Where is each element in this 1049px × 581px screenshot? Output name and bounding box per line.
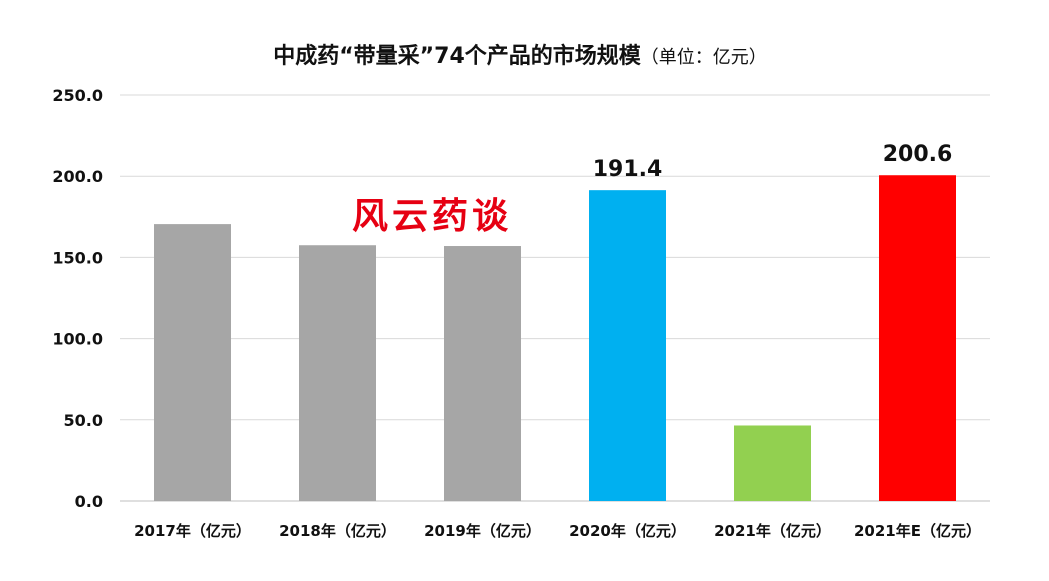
gridlines	[120, 94, 990, 502]
data-labels: 191.4 200.6	[593, 142, 953, 182]
y-tick-label: 250.0	[52, 86, 103, 105]
bar	[879, 175, 956, 502]
y-tick-label: 100.0	[52, 330, 103, 349]
bar	[299, 245, 376, 501]
chart-title: 中成药“带量采”74个产品的市场规模（单位：亿元）	[273, 43, 767, 69]
x-tick-label: 2020年（亿元）	[569, 522, 686, 540]
y-tick-label: 200.0	[52, 167, 103, 186]
x-tick-label: 2021年（亿元）	[714, 522, 831, 540]
y-tick-label: 50.0	[64, 411, 103, 430]
x-tick-label: 2018年（亿元）	[279, 522, 396, 540]
x-tick-label: 2017年（亿元）	[134, 522, 251, 540]
bar	[444, 246, 521, 501]
y-tick-label: 150.0	[52, 248, 103, 267]
y-axis: 0.0 50.0 100.0 150.0 200.0 250.0	[52, 86, 103, 511]
x-tick-label: 2019年（亿元）	[424, 522, 541, 540]
x-axis: 2017年（亿元） 2018年（亿元） 2019年（亿元） 2020年（亿元） 2021…	[134, 522, 981, 540]
data-label: 191.4	[593, 157, 663, 182]
bar	[154, 224, 231, 501]
chart-title-main: 中成药“带量采”74个产品的市场规模	[273, 43, 642, 69]
chart-title-unit: （单位：亿元）	[641, 47, 767, 68]
watermark-text: 风云药谈	[352, 196, 512, 237]
y-tick-label: 0.0	[75, 492, 103, 511]
bar	[589, 190, 666, 502]
data-label: 200.6	[883, 142, 953, 167]
bar	[734, 425, 811, 501]
bars	[154, 175, 956, 502]
x-tick-label: 2021年E（亿元）	[854, 522, 981, 540]
